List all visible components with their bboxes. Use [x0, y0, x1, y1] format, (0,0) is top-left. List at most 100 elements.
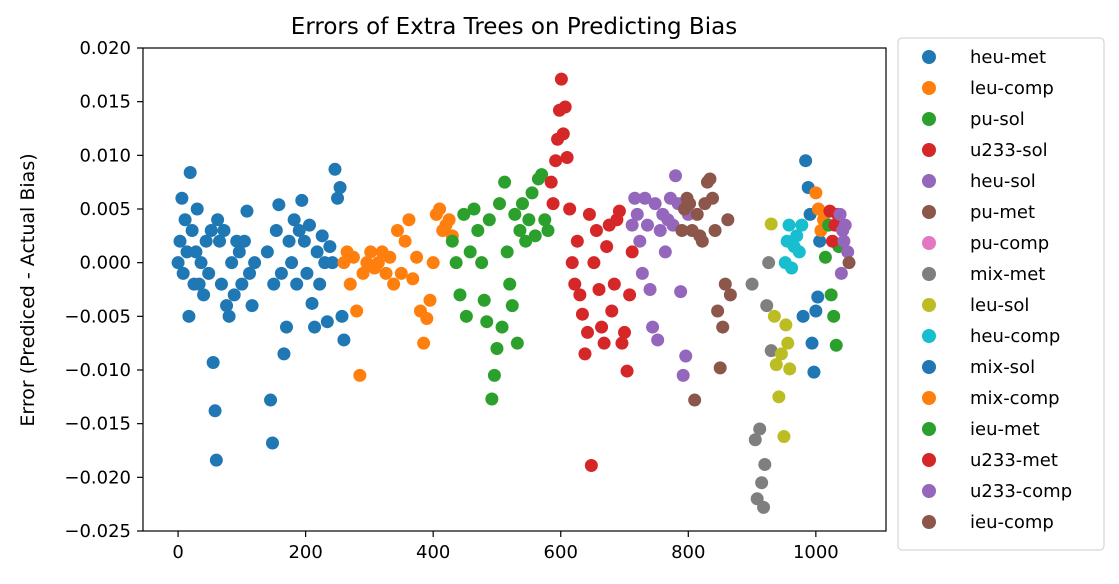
- data-point: [757, 500, 771, 514]
- data-point: [760, 299, 774, 313]
- data-point: [597, 336, 611, 350]
- legend-label: pu-met: [970, 202, 1035, 223]
- data-point: [463, 245, 477, 259]
- legend-label: u233-comp: [970, 481, 1072, 502]
- data-point: [402, 213, 416, 227]
- data-point: [453, 288, 467, 302]
- x-tick-label: 0: [172, 542, 183, 563]
- data-point: [482, 213, 496, 227]
- data-point: [683, 197, 697, 211]
- legend-item: leu-sol: [922, 295, 1029, 316]
- data-point: [795, 218, 809, 232]
- legend-item: heu-sol: [922, 171, 1036, 192]
- legend: heu-met leu-comp pu-sol u233-sol heu-sol pu-m…: [897, 37, 1105, 551]
- data-point: [706, 191, 720, 205]
- data-point: [297, 234, 311, 248]
- legend-label: pu-comp: [970, 233, 1049, 254]
- data-point: [711, 304, 725, 318]
- data-point: [467, 202, 481, 216]
- data-point: [282, 234, 296, 248]
- data-point: [695, 234, 709, 248]
- data-point: [182, 309, 196, 323]
- data-point: [809, 304, 823, 318]
- axes: 0 200 400 600 800 1000 −0.025 −0.020 −0.015 −0.01…: [64, 38, 887, 563]
- legend-item: u233-sol: [922, 140, 1048, 161]
- data-point: [535, 168, 549, 182]
- legend-marker: [922, 81, 936, 95]
- data-point: [508, 207, 522, 221]
- legend-box: [897, 37, 1105, 551]
- data-point: [364, 245, 378, 259]
- data-point: [777, 430, 791, 444]
- data-point: [554, 72, 568, 86]
- data-point: [785, 261, 799, 275]
- data-point: [337, 333, 351, 347]
- data-point: [445, 234, 459, 248]
- data-point: [837, 234, 851, 248]
- data-point: [178, 213, 192, 227]
- data-point: [192, 277, 206, 291]
- data-point: [287, 213, 301, 227]
- data-point: [457, 207, 471, 221]
- data-point: [558, 100, 572, 114]
- data-point: [824, 288, 838, 302]
- data-point: [500, 245, 514, 259]
- data-point: [781, 336, 795, 350]
- data-point: [335, 309, 349, 323]
- legend-item: pu-sol: [922, 109, 1025, 130]
- data-point: [487, 368, 501, 382]
- data-point: [417, 336, 431, 350]
- legend-label: heu-met: [970, 47, 1046, 68]
- data-point: [383, 250, 397, 264]
- data-point: [538, 213, 552, 227]
- data-point: [410, 250, 424, 264]
- legend-marker: [922, 236, 936, 250]
- legend-item: mix-sol: [922, 357, 1035, 378]
- data-point: [213, 234, 227, 248]
- legend-item: ieu-comp: [922, 512, 1054, 533]
- data-point: [796, 309, 810, 323]
- data-point: [549, 154, 563, 168]
- legend-label: leu-sol: [970, 295, 1029, 316]
- legend-label: leu-comp: [970, 78, 1054, 99]
- y-tick-label: −0.005: [64, 306, 131, 327]
- data-point: [643, 283, 657, 296]
- data-point: [584, 459, 598, 473]
- data-point: [442, 213, 456, 227]
- data-point: [563, 202, 577, 216]
- data-point: [669, 169, 683, 183]
- data-point: [206, 355, 220, 369]
- data-point: [280, 320, 293, 334]
- data-point: [612, 204, 626, 218]
- data-point: [220, 299, 234, 313]
- data-point: [592, 283, 606, 296]
- data-point: [343, 277, 357, 291]
- data-point: [829, 338, 843, 352]
- legend-item: heu-met: [922, 47, 1046, 68]
- data-point: [565, 256, 579, 270]
- data-point: [264, 393, 278, 407]
- data-point: [204, 223, 218, 237]
- data-point: [390, 223, 404, 237]
- data-point: [842, 256, 856, 270]
- data-point: [209, 453, 223, 467]
- data-point: [703, 172, 717, 186]
- data-point: [387, 277, 401, 291]
- data-point: [758, 457, 772, 471]
- x-tick-label: 400: [416, 542, 450, 563]
- data-point: [217, 223, 231, 237]
- series-heu-met: [171, 166, 262, 467]
- data-point: [625, 245, 639, 259]
- data-point: [589, 223, 603, 237]
- series-mix-met: [745, 256, 778, 514]
- data-point: [556, 127, 570, 141]
- data-point: [248, 256, 262, 270]
- data-point: [337, 256, 351, 270]
- data-point: [480, 315, 494, 329]
- data-point: [799, 154, 813, 168]
- data-point: [827, 309, 841, 323]
- data-point: [769, 358, 783, 372]
- data-point: [818, 250, 832, 264]
- legend-marker: [922, 422, 936, 436]
